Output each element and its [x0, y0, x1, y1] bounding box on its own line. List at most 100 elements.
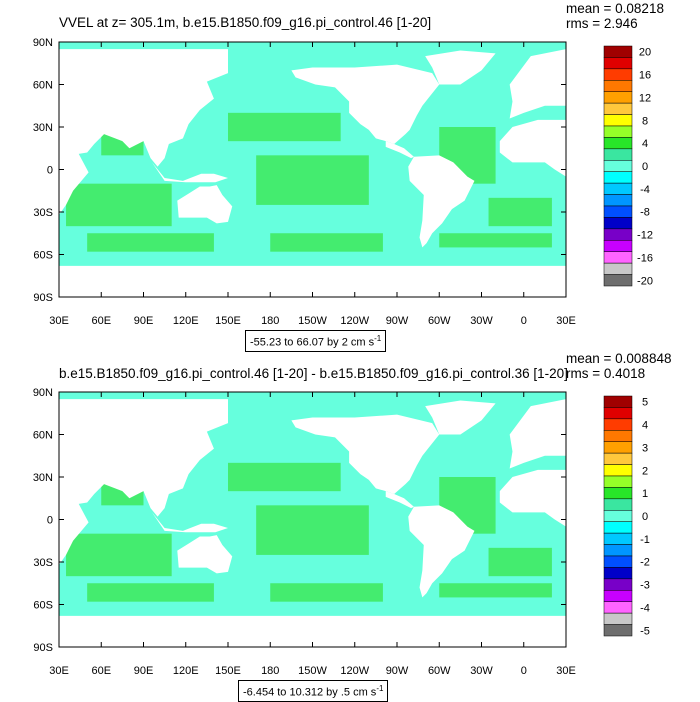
x-tick-label: 150E — [215, 665, 241, 677]
x-tick-label: 30E — [49, 665, 69, 677]
colorbar-label: 3 — [642, 442, 648, 454]
y-tick-label: 60N — [33, 80, 53, 92]
colorbar-label: -4 — [640, 184, 650, 196]
x-tick-label: 150W — [298, 665, 327, 677]
panel1-contour-exp: -1 — [374, 334, 382, 343]
ocean-band — [256, 505, 369, 555]
colorbar-label: -2 — [640, 557, 650, 569]
colorbar-swatch — [603, 612, 633, 625]
colorbar-label: -16 — [637, 252, 653, 264]
y-tick-label: 30N — [33, 122, 53, 134]
colorbar-label: -3 — [640, 580, 650, 592]
y-tick-label: 30S — [33, 557, 53, 569]
colorbar-swatch — [603, 544, 633, 557]
x-tick-label: 30E — [49, 315, 69, 327]
x-tick-label: 120W — [340, 315, 369, 327]
y-tick-label: 60S — [33, 250, 53, 262]
land-mask — [291, 414, 440, 494]
y-tick-label: 90N — [33, 387, 53, 399]
land-mask — [291, 64, 440, 144]
colorbar-label: -12 — [637, 230, 653, 242]
ocean-band — [270, 233, 383, 252]
colorbar-swatch — [603, 102, 633, 115]
x-tick-label: 120W — [340, 665, 369, 677]
colorbar-label: 8 — [642, 115, 648, 127]
x-tick-label: 120E — [173, 315, 199, 327]
colorbar-swatch — [603, 45, 633, 58]
colorbar-swatch — [603, 441, 633, 454]
land-mask — [177, 535, 233, 574]
land-mask — [408, 505, 475, 598]
colorbar-swatch — [603, 475, 633, 488]
colorbar-swatch — [603, 578, 633, 591]
colorbar-label: 12 — [639, 92, 651, 104]
land-mask — [499, 469, 566, 527]
ocean-band — [87, 233, 214, 252]
colorbar-swatch — [603, 395, 633, 408]
x-tick-label: 90W — [386, 315, 409, 327]
y-tick-label: 0 — [47, 165, 53, 177]
colorbar-swatch — [603, 205, 633, 218]
land-mask — [425, 400, 496, 435]
land-mask — [59, 615, 566, 647]
x-tick-label: 60W — [428, 665, 451, 677]
x-tick-label: 0 — [521, 665, 527, 677]
colorbar-swatch — [603, 510, 633, 522]
colorbar-label: -4 — [640, 602, 650, 614]
map-group — [59, 42, 566, 297]
colorbar-label: -8 — [640, 207, 650, 219]
x-tick-label: 30W — [470, 315, 493, 327]
colorbar-swatch — [603, 601, 633, 614]
land-mask — [509, 49, 566, 119]
ocean-band — [66, 183, 172, 227]
ocean-band — [439, 233, 552, 248]
colorbar-swatch — [603, 57, 633, 70]
colorbar-swatch — [603, 171, 633, 184]
x-tick-label: 180 — [261, 315, 279, 327]
x-tick-label: 30E — [556, 665, 576, 677]
colorbar-swatch — [603, 464, 633, 477]
colorbar-swatch — [603, 532, 633, 545]
ocean-band — [87, 583, 214, 602]
x-tick-label: 90E — [134, 665, 154, 677]
x-tick-label: 90W — [386, 665, 409, 677]
land-mask — [151, 512, 228, 533]
colorbar-swatch — [603, 274, 633, 287]
panel1-contour-text: -55.23 to 66.07 by 2 cm s — [250, 336, 375, 349]
ocean-band — [66, 533, 172, 577]
y-tick-label: 60S — [33, 600, 53, 612]
land-mask — [59, 265, 566, 297]
y-tick-label: 60N — [33, 430, 53, 442]
colorbar-swatch — [603, 487, 633, 500]
colorbar-label: -1 — [640, 534, 650, 546]
y-tick-label: 90S — [33, 292, 53, 304]
colorbar-swatch — [603, 114, 633, 127]
colorbar-label: 20 — [639, 47, 651, 59]
x-tick-label: 120E — [173, 665, 199, 677]
land-mask — [59, 399, 228, 565]
colorbar-swatch — [603, 418, 633, 431]
colorbar-swatch — [603, 125, 633, 138]
y-tick-label: 30N — [33, 472, 53, 484]
y-tick-label: 90S — [33, 642, 53, 654]
colorbar-label: 16 — [639, 70, 651, 82]
panel2-rms: rms = 0.4018 — [566, 366, 646, 381]
panel2-mean: mean = 0.008848 — [566, 351, 672, 366]
land-mask — [499, 119, 566, 177]
panel2-title: b.e15.B1850.f09_g16.pi_control.46 [1-20]… — [59, 366, 568, 381]
x-tick-label: 30E — [556, 315, 576, 327]
x-tick-label: 180 — [261, 665, 279, 677]
y-tick-label: 90N — [33, 37, 53, 49]
colorbar-label: -5 — [640, 625, 650, 637]
colorbar-swatch — [603, 590, 633, 602]
panel1-mean: mean = 0.08218 — [566, 1, 664, 16]
colorbar-swatch — [603, 567, 633, 580]
ocean-band — [228, 112, 341, 142]
colorbar-label: -20 — [637, 275, 653, 287]
ocean-band — [488, 547, 552, 577]
panel1-map: 90N 60N 30N 0 30S 60S 90S 30E 60E 90E 120E 150E 180 1… — [33, 37, 653, 327]
x-tick-label: 60W — [428, 315, 451, 327]
colorbar-label: 4 — [642, 420, 648, 432]
x-tick-label: 60E — [91, 315, 111, 327]
colorbar-swatch — [603, 555, 633, 568]
